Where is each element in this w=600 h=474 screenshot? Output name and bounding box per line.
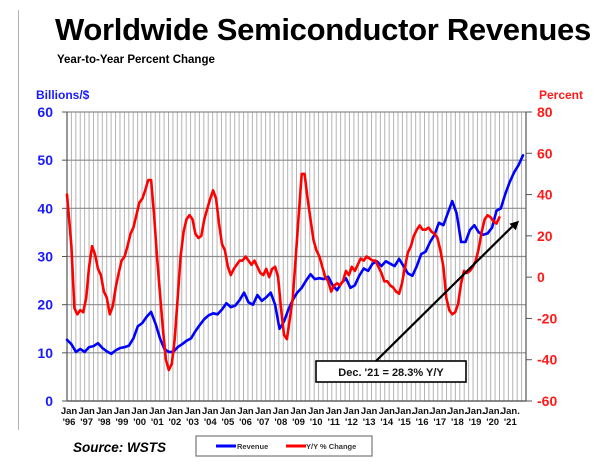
legend-box xyxy=(195,435,373,457)
x-tick-label-month: Jan xyxy=(308,406,325,417)
right-axis: Percent -60 -40 -20 0 20 40 60 80 xyxy=(526,88,583,409)
x-tick-label-year: '17 xyxy=(433,417,446,428)
x-tick-label-month: Jan. xyxy=(430,406,449,417)
x-tick-label-year: '19 xyxy=(469,417,482,428)
left-tick-label: 20 xyxy=(37,297,53,313)
x-tick-label-year: '21 xyxy=(504,417,518,428)
x-tick-label-month: Jan xyxy=(114,406,131,417)
x-tick-label-year: '05 xyxy=(221,417,235,428)
left-tick-label: 0 xyxy=(45,393,53,409)
x-tick-label-month: Jan xyxy=(184,406,201,417)
x-tick-label-month: Jan xyxy=(237,406,254,417)
x-tick-label-year: '01 xyxy=(151,417,165,428)
x-tick-label-year: '12 xyxy=(345,417,358,428)
x-tick-label-month: Jan xyxy=(343,406,360,417)
left-axis: Billions/$ 0 10 20 30 40 50 60 xyxy=(36,88,90,409)
x-tick-label-year: '09 xyxy=(292,417,305,428)
x-tick-label-month: Jan xyxy=(78,406,95,417)
left-tick-label: 30 xyxy=(37,249,53,265)
right-tick-label: 40 xyxy=(537,187,553,203)
x-tick-label-month: Jan xyxy=(255,406,272,417)
x-tick-label-year: '03 xyxy=(186,417,199,428)
x-tick-label-month: Jan xyxy=(149,406,166,417)
x-tick-label-month: Jan xyxy=(131,406,148,417)
annotation-arrow-line xyxy=(375,224,514,362)
annotation-arrowhead xyxy=(509,220,520,231)
x-tick-label-year: '06 xyxy=(239,417,252,428)
x-tick-label-month: Jan xyxy=(326,406,343,417)
left-tick-label: 60 xyxy=(37,104,53,120)
revenue-line xyxy=(65,154,525,356)
x-tick-label-month: Jan xyxy=(96,406,113,417)
right-tick-label: 80 xyxy=(537,104,553,120)
yoy-change-line xyxy=(65,172,501,372)
annotation-text: Dec. '21 = 28.3% Y/Y xyxy=(338,367,444,379)
x-tick-label-year: '97 xyxy=(80,417,93,428)
right-tick-label: -40 xyxy=(537,352,557,368)
right-tick-label: 0 xyxy=(537,269,545,285)
series-group xyxy=(65,154,525,372)
x-tick-label-month: Jan xyxy=(167,406,184,417)
annotation-box xyxy=(315,360,467,383)
x-tick-label-month: Jan xyxy=(273,406,290,417)
x-tick-label-month: Jan xyxy=(290,406,307,417)
right-tick-label: 20 xyxy=(537,228,553,244)
source-label: Source: WSTS xyxy=(73,440,167,455)
x-tick-label-year: '99 xyxy=(116,417,129,428)
x-tick-label-year: '16 xyxy=(416,417,429,428)
left-tick-label: 50 xyxy=(37,152,53,168)
x-tick-label-year: '96 xyxy=(63,417,76,428)
x-tick-label-month: Jan xyxy=(220,406,237,417)
x-tick-label-year: '11 xyxy=(328,417,341,428)
x-tick-label-month: Jan xyxy=(61,406,78,417)
x-tick-label-year: '02 xyxy=(169,417,182,428)
frame-divider xyxy=(18,10,19,430)
x-tick-label-year: '07 xyxy=(257,417,270,428)
right-axis-title: Percent xyxy=(539,88,583,102)
legend-revenue-label: Revenue xyxy=(237,442,268,451)
x-tick-label-month: Jan xyxy=(361,406,378,417)
x-tick-label-year: '13 xyxy=(363,417,376,428)
x-tick-label-month: Jan. xyxy=(501,406,520,417)
annotation-group: Dec. '21 = 28.3% Y/Y xyxy=(315,220,520,383)
right-tick-label: -20 xyxy=(537,310,557,326)
x-tick-label-month: Jan xyxy=(202,406,219,417)
x-tick-label-year: '15 xyxy=(398,417,412,428)
x-tick-label-month: Jan. xyxy=(448,406,467,417)
x-tick-label-year: '98 xyxy=(98,417,111,428)
x-axis: Jan'96Jan'97Jan'98Jan'99Jan'00Jan'01Jan'… xyxy=(61,406,520,428)
x-tick-label-year: '10 xyxy=(310,417,323,428)
right-tick-label: 60 xyxy=(537,145,553,161)
chart-subtitle: Year-to-Year Percent Change xyxy=(57,54,215,66)
x-tick-label-year: '04 xyxy=(204,417,218,428)
x-tick-label-year: '08 xyxy=(274,417,287,428)
x-tick-label-month: Jan. xyxy=(413,406,432,417)
left-tick-label: 10 xyxy=(37,345,53,361)
x-tick-label-year: '20 xyxy=(486,417,499,428)
x-tick-label-month: Jan xyxy=(379,406,396,417)
chart-title: Worldwide Semiconductor Revenues xyxy=(55,12,591,47)
left-tick-label: 40 xyxy=(37,200,53,216)
legend: Revenue Y/Y % Change xyxy=(195,435,373,457)
x-tick-label-month: Jan. xyxy=(483,406,502,417)
x-tick-label-month: Jan. xyxy=(395,406,414,417)
legend-yoy-label: Y/Y % Change xyxy=(306,442,356,451)
x-tick-label-year: '00 xyxy=(133,417,146,428)
left-axis-title: Billions/$ xyxy=(36,88,90,102)
x-tick-label-month: Jan. xyxy=(466,406,485,417)
x-tick-label-year: '14 xyxy=(380,417,394,428)
right-tick-label: -60 xyxy=(537,393,557,409)
x-tick-label-year: '18 xyxy=(451,417,464,428)
